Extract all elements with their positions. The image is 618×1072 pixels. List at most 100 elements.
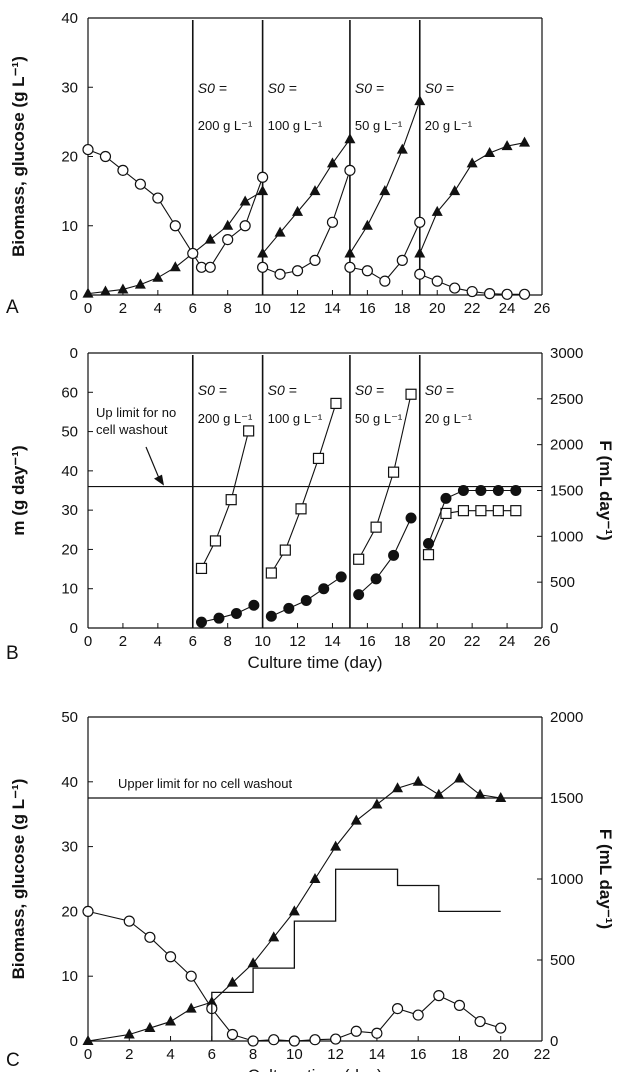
x-tick-label: 16	[359, 300, 376, 317]
triangle-data-point	[134, 278, 146, 289]
square-open-data-point	[370, 521, 382, 533]
triangle-data-point	[519, 136, 531, 147]
x-tick-label: 16	[359, 633, 376, 650]
x-tick-label: 10	[254, 633, 271, 650]
feed-s0-label: S0 =	[355, 80, 384, 96]
y-tick-label: 50	[61, 709, 78, 726]
y2-tick-label: 3000	[550, 345, 583, 362]
square-open-data-point	[457, 505, 470, 517]
circle-data-point	[82, 143, 94, 156]
circle-data-point	[187, 247, 199, 260]
square-open-data-point	[312, 452, 325, 465]
panel-a-chart: 0 2 4 6 8 10 12 14 16 18 20 22 24 26010203040Biomass,…	[6, 10, 550, 318]
y2-tick-label: 1500	[550, 483, 583, 500]
circle-data-point	[412, 1009, 424, 1021]
y2-tick-label: 2500	[550, 391, 583, 408]
washout-label-line2: cell washout	[96, 422, 168, 437]
y-tick-label: 10	[61, 218, 78, 235]
feed-s0-value: 100 g L⁻¹	[268, 411, 323, 426]
circle-data-point	[433, 990, 445, 1002]
circle-data-point	[453, 999, 466, 1011]
triangle-data-point	[152, 271, 164, 282]
y-tick-label: 0	[70, 345, 78, 362]
y2-tick-label: 2000	[550, 709, 583, 726]
y2-axis-title: F (mL day⁻¹)	[596, 440, 615, 540]
series-line	[201, 604, 255, 623]
y-tick-label: 10	[61, 581, 78, 598]
triangle-data-point	[326, 157, 338, 168]
triangle-data-point	[414, 95, 426, 106]
series-line	[358, 394, 412, 560]
circle-data-point	[379, 275, 391, 287]
square-open-data-point	[492, 505, 504, 517]
triangle-data-point	[292, 205, 304, 216]
circle-data-point	[226, 1028, 239, 1041]
series-line	[87, 149, 525, 295]
series-line	[358, 517, 412, 596]
circle-data-point	[518, 288, 531, 300]
circle-data-point	[495, 1022, 507, 1034]
x-tick-label: 14	[324, 633, 341, 650]
feed-s0-label: S0 =	[268, 382, 297, 398]
washout-label-line1: Up limit for no	[96, 405, 176, 420]
square-open-data-point	[295, 503, 307, 515]
triangle-data-point	[453, 772, 465, 783]
triangle-data-point	[495, 792, 507, 802]
circle-filled-data-point	[440, 492, 452, 504]
feed-s0-label: S0 =	[198, 382, 227, 398]
circle-filled-data-point	[388, 549, 400, 561]
circle-data-point	[144, 931, 156, 943]
circle-data-point	[204, 261, 216, 273]
x-tick-label: 4	[166, 1046, 174, 1063]
circle-filled-data-point	[370, 573, 382, 585]
x-tick-label: 2	[119, 633, 127, 650]
circle-data-point	[257, 171, 269, 183]
triangle-data-point	[412, 775, 424, 786]
y-tick-label: 30	[61, 79, 78, 96]
feed-s0-value: 200 g L⁻¹	[198, 118, 253, 133]
series-line	[201, 430, 250, 569]
y2-tick-label: 1500	[550, 790, 583, 807]
triangle-data-point	[309, 185, 321, 196]
y2-tick-label: 1000	[550, 528, 583, 545]
triangle-data-point	[379, 185, 391, 196]
y-axis-title: m (g day⁻¹)	[9, 445, 28, 535]
triangle-data-point	[239, 195, 251, 206]
y2-axis-title: F (mL day⁻¹)	[596, 829, 615, 929]
square-open-data-point	[265, 567, 277, 579]
x-tick-label: 16	[410, 1046, 427, 1063]
y-tick-label: 20	[61, 149, 78, 166]
feed-s0-label: S0 =	[198, 80, 227, 96]
circle-filled-data-point	[475, 485, 487, 496]
feed-s0-value: 50 g L⁻¹	[355, 118, 403, 133]
square-open-data-point	[422, 549, 435, 561]
x-axis-title: Culture time (day)	[247, 653, 382, 672]
panel-label: A	[6, 297, 19, 318]
circle-data-point	[501, 288, 513, 300]
x-tick-label: 18	[451, 1046, 468, 1063]
y-tick-label: 50	[61, 424, 78, 441]
y-tick-label: 20	[61, 903, 78, 920]
circle-filled-data-point	[318, 583, 330, 595]
feed-s0-label: S0 =	[355, 382, 384, 398]
circle-data-point	[185, 970, 197, 982]
circle-filled-data-point	[196, 616, 207, 628]
circle-filled-data-point	[405, 512, 417, 524]
triangle-data-point	[449, 185, 461, 196]
circle-data-point	[466, 285, 478, 298]
circle-data-point	[309, 1034, 321, 1046]
circle-filled-data-point	[265, 610, 277, 622]
x-axis-title: Culture time (day)	[247, 1066, 382, 1072]
x-tick-label: 0	[84, 633, 92, 650]
square-open-data-point	[225, 494, 237, 506]
feed-s0-value: 100 g L⁻¹	[268, 118, 323, 133]
circle-data-point	[247, 1035, 259, 1047]
circle-filled-data-point	[230, 607, 242, 619]
triangle-data-point	[371, 798, 383, 809]
x-tick-label: 2	[119, 300, 127, 317]
triangle-data-point	[268, 931, 280, 942]
triangle-data-point	[344, 133, 356, 144]
x-tick-label: 18	[394, 300, 411, 317]
panel-label: B	[6, 643, 19, 664]
circle-data-point	[330, 1033, 342, 1045]
